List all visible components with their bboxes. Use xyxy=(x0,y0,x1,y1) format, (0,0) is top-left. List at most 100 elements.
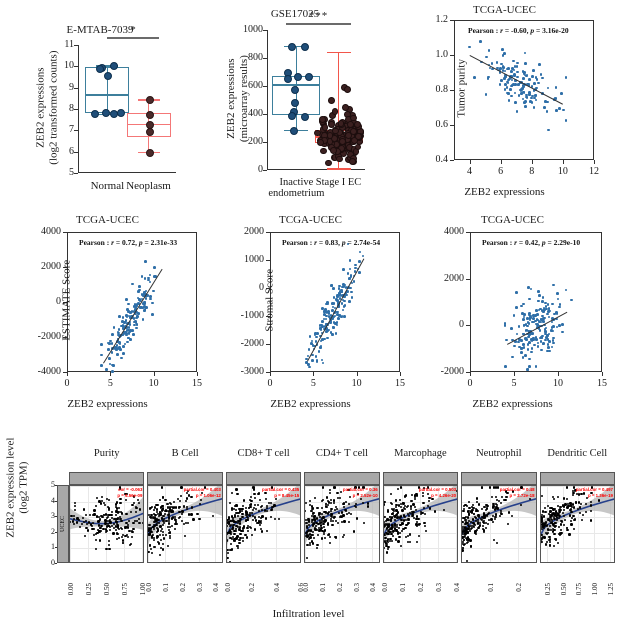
timer-data-point xyxy=(570,511,572,513)
scatter-point xyxy=(332,287,335,290)
timer-data-point xyxy=(414,498,416,500)
scatter-point xyxy=(100,364,103,367)
timer-data-point xyxy=(252,519,254,521)
scatter-point xyxy=(505,339,508,342)
x-tick-label: 12 xyxy=(578,167,610,177)
timer-x-tick-label: 0.0 xyxy=(381,583,389,609)
data-point xyxy=(305,73,313,81)
scatter-point xyxy=(129,311,132,314)
timer-data-point xyxy=(108,499,110,501)
scatter-point xyxy=(327,310,330,313)
x-tick-label: 0 xyxy=(51,379,83,389)
timer-row-strip-label: UCEC xyxy=(60,516,66,532)
scatter-point xyxy=(321,320,324,323)
timer-data-point xyxy=(324,537,326,539)
timer-data-point xyxy=(413,517,415,519)
timer-data-point xyxy=(342,536,344,538)
timer-y-tick-label: 4 xyxy=(39,496,55,505)
timer-data-point xyxy=(135,507,137,509)
scatter-point xyxy=(152,290,155,293)
scatter-point xyxy=(541,300,544,303)
timer-data-point xyxy=(170,510,172,512)
scatter-point xyxy=(500,63,503,66)
timer-y-tick-label: 1 xyxy=(39,542,55,551)
timer-data-point xyxy=(394,527,396,529)
timer-data-point xyxy=(400,545,402,547)
scatter-point xyxy=(144,277,147,280)
timer-data-point xyxy=(511,515,513,517)
timer-data-point xyxy=(109,519,111,521)
scatter-point xyxy=(517,83,520,86)
scatter-point xyxy=(547,343,550,346)
scatter-point xyxy=(331,333,334,336)
panel-title: TCGA-UCEC xyxy=(208,214,413,226)
timer-data-point xyxy=(549,544,551,546)
timer-data-point xyxy=(143,504,144,506)
timer-data-point xyxy=(477,519,479,521)
timer-data-point xyxy=(560,533,562,535)
timer-x-tick-label: 0.50 xyxy=(103,583,111,609)
timer-data-point xyxy=(235,530,237,532)
data-point xyxy=(288,112,296,120)
timer-x-tick-label: 1.00 xyxy=(591,583,599,609)
timer-data-point xyxy=(169,537,171,539)
timer-data-point xyxy=(128,530,130,532)
scatter-point xyxy=(122,352,125,355)
timer-data-point xyxy=(104,519,106,521)
timer-panel-title: Dendritic Cell xyxy=(528,448,617,459)
timer-data-point xyxy=(318,529,320,531)
timer-data-point xyxy=(229,561,231,563)
boxplot-whisker-cap xyxy=(327,52,351,53)
scatter-point xyxy=(513,345,516,348)
y-tick-label: -2000 xyxy=(426,367,464,377)
y-tick-mark xyxy=(74,66,78,67)
timer-y-tick-label: 0 xyxy=(39,558,55,567)
y-tick-mark xyxy=(74,45,78,46)
y-tick-mark xyxy=(263,114,267,115)
timer-data-point xyxy=(316,544,318,546)
timer-data-point xyxy=(500,510,502,512)
timer-data-point xyxy=(462,541,464,543)
timer-pvalue: p = 2.52e-10 xyxy=(306,493,377,499)
scatter-point xyxy=(522,343,525,346)
timer-panel-strip xyxy=(226,472,301,485)
timer-data-point xyxy=(343,520,345,522)
timer-data-point xyxy=(554,508,556,510)
scatter-point xyxy=(565,119,568,122)
data-point xyxy=(117,109,125,117)
scatter-point xyxy=(343,315,346,318)
scatter-point xyxy=(528,365,531,368)
timer-data-point xyxy=(159,513,161,515)
y-tick-mark xyxy=(450,55,454,56)
scatter-point xyxy=(547,346,550,349)
y-tick-label: 2000 xyxy=(23,262,61,272)
y-tick-mark xyxy=(266,232,270,233)
timer-data-point xyxy=(461,549,463,551)
timer-data-point xyxy=(127,526,129,528)
timer-data-point xyxy=(74,505,76,507)
timer-data-point xyxy=(563,524,565,526)
timer-data-point xyxy=(111,517,113,519)
y-tick-mark xyxy=(263,142,267,143)
data-point xyxy=(330,147,337,154)
timer-data-point xyxy=(156,527,158,529)
timer-data-point xyxy=(345,510,347,512)
timer-data-point xyxy=(132,528,134,530)
timer-data-point xyxy=(143,505,144,507)
scatter-point xyxy=(354,264,357,267)
scatter-point xyxy=(515,291,518,294)
timer-data-point xyxy=(166,503,168,505)
timer-data-point xyxy=(231,515,233,517)
data-point xyxy=(344,86,351,93)
timer-x-tick-label: 0.4 xyxy=(369,583,377,609)
data-point xyxy=(327,132,334,139)
data-point xyxy=(301,43,309,51)
timer-data-point xyxy=(178,506,180,508)
timer-data-point xyxy=(164,499,166,501)
timer-data-point xyxy=(475,517,477,519)
timer-data-point xyxy=(392,526,394,528)
scatter-point xyxy=(524,105,527,108)
